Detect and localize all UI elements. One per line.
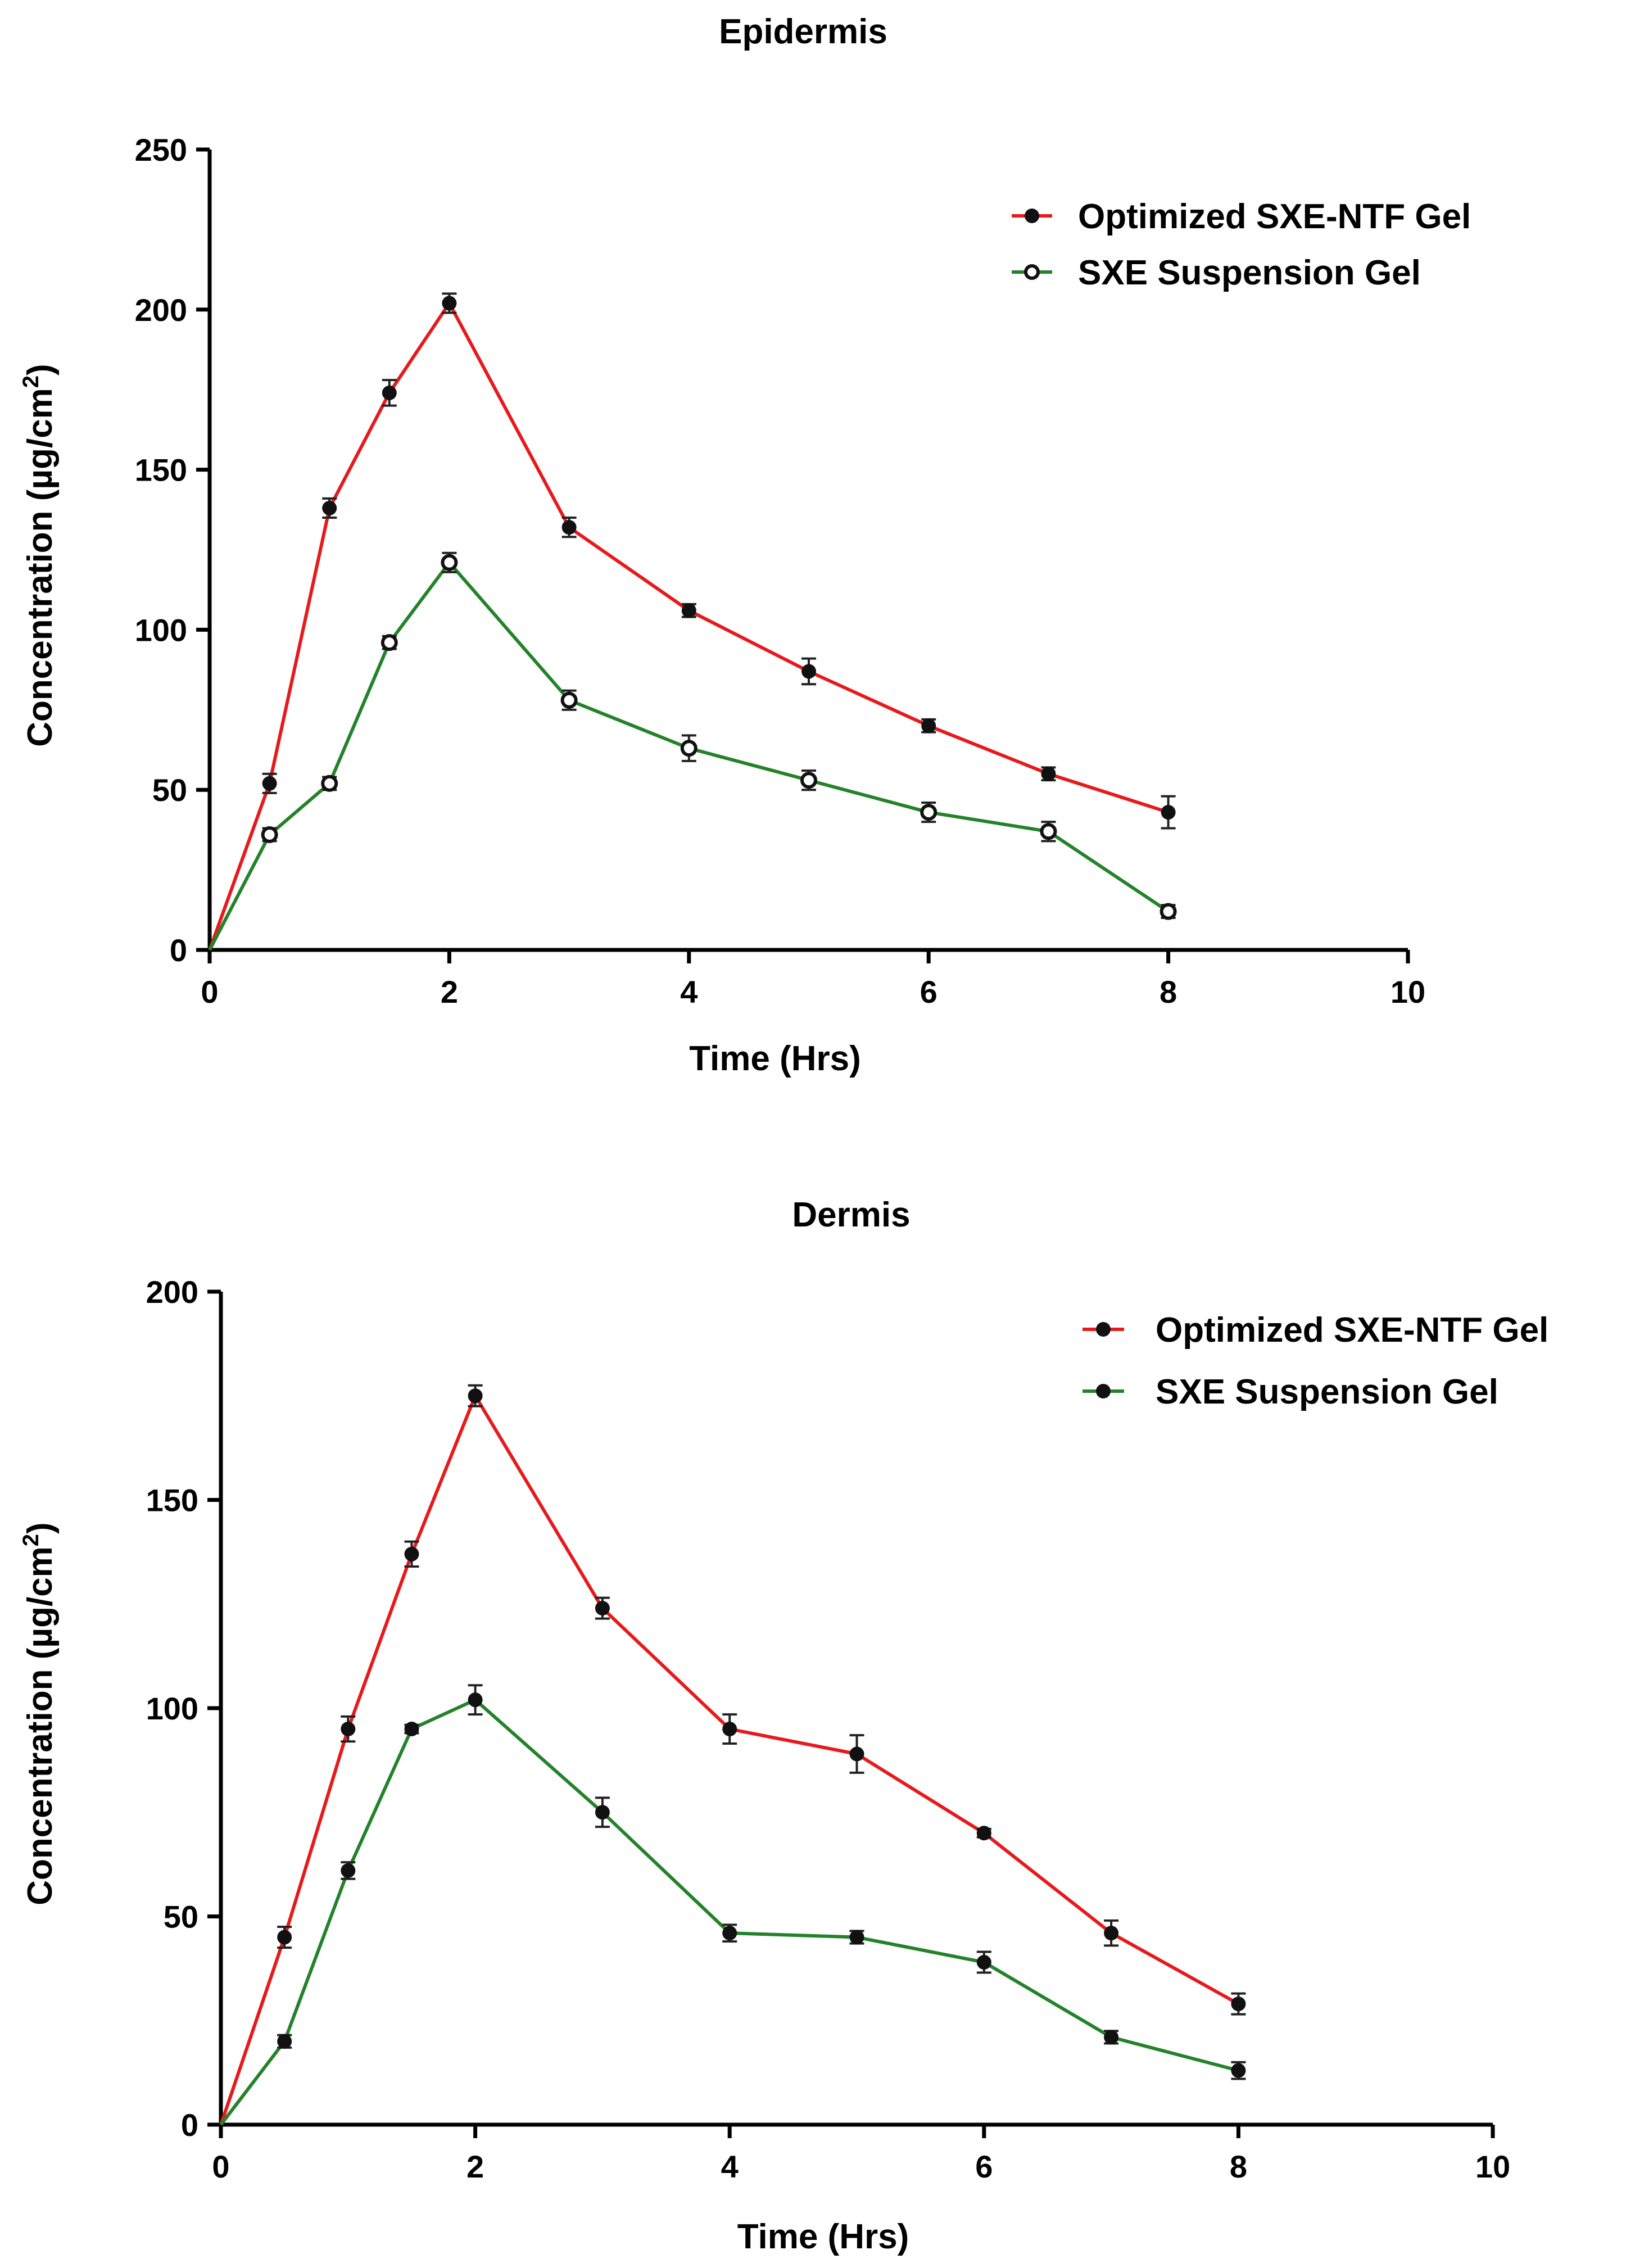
- y-tick-label: 250: [135, 132, 187, 168]
- legend-entry: SXE Suspension Gel: [1012, 253, 1421, 292]
- legend-label: Optimized SXE-NTF Gel: [1078, 197, 1471, 236]
- y-axis-label: Concentration (µg/cm2): [19, 364, 60, 746]
- data-point: [1041, 766, 1056, 781]
- data-point: [382, 385, 397, 400]
- y-axis-label-superscript: 2: [19, 375, 43, 388]
- x-tick-label: 8: [1230, 2149, 1247, 2184]
- y-axis-label-main: Concentration (µg/cm: [21, 1546, 60, 1905]
- x-tick-label: 6: [975, 2149, 993, 2184]
- data-point: [1161, 805, 1176, 820]
- data-point: [1231, 1997, 1246, 2012]
- legend-entry: Optimized SXE-NTF Gel: [1083, 1311, 1548, 1350]
- x-tick-label: 2: [467, 2149, 484, 2184]
- data-point: [849, 1746, 864, 1762]
- data-point: [341, 1722, 356, 1737]
- y-tick-label: 150: [135, 452, 187, 488]
- data-point: [722, 1722, 737, 1737]
- x-tick-label: 6: [920, 974, 937, 1009]
- series-line: [219, 1394, 1239, 2125]
- data-point: [441, 554, 458, 571]
- legend-label: Optimized SXE-NTF Gel: [1156, 1311, 1548, 1350]
- data-point: [1160, 903, 1177, 920]
- data-point: [800, 772, 817, 789]
- data-point: [921, 718, 936, 734]
- y-tick-label: 200: [135, 292, 187, 328]
- x-tick-label: 0: [212, 2149, 229, 2184]
- data-point: [404, 1546, 419, 1561]
- legend-entry: Optimized SXE-NTF Gel: [1012, 197, 1471, 236]
- data-point: [321, 775, 338, 792]
- y-axis-label-superscript: 2: [19, 1534, 43, 1546]
- series-1: [208, 551, 1177, 951]
- x-tick-label: 10: [1391, 974, 1425, 1009]
- data-point: [976, 1955, 991, 1970]
- legend-label: SXE Suspension Gel: [1156, 1373, 1498, 1411]
- data-point: [680, 740, 698, 757]
- data-point: [1231, 2063, 1246, 2078]
- data-point: [849, 1930, 864, 1945]
- data-point: [595, 1805, 610, 1820]
- y-tick-label: 100: [135, 612, 187, 648]
- chart-title: Dermis: [792, 1196, 910, 1234]
- data-point: [1104, 1926, 1119, 1941]
- data-point: [560, 691, 578, 709]
- chart-title: Epidermis: [719, 12, 887, 51]
- data-point: [277, 2034, 292, 2049]
- legend-marker: [1096, 1322, 1111, 1337]
- y-tick-label: 150: [146, 1483, 198, 1518]
- data-point: [801, 664, 816, 679]
- y-axis-label-close: ): [21, 364, 60, 375]
- legend-marker: [1024, 264, 1040, 280]
- data-point: [381, 634, 398, 651]
- y-tick-label: 50: [164, 1899, 198, 1935]
- x-tick-label: 4: [680, 974, 698, 1009]
- series-0: [208, 292, 1176, 951]
- y-axis-label-close: ): [21, 1522, 60, 1534]
- data-point: [681, 603, 696, 618]
- y-tick-label: 50: [152, 772, 187, 808]
- series-line: [208, 301, 1169, 951]
- data-point: [262, 776, 277, 791]
- legend-marker: [1096, 1384, 1111, 1398]
- y-axis-label-main: Concentration (µg/cm: [21, 388, 60, 747]
- data-point: [341, 1863, 356, 1878]
- data-point: [468, 1388, 483, 1404]
- x-tick-label: 0: [201, 974, 218, 1009]
- y-tick-label: 100: [146, 1691, 198, 1726]
- data-point: [1040, 823, 1057, 840]
- x-tick-label: 2: [441, 974, 458, 1009]
- data-point: [277, 1930, 292, 1945]
- data-point: [595, 1601, 610, 1616]
- legend-label: SXE Suspension Gel: [1078, 253, 1421, 292]
- y-tick-label: 0: [170, 932, 187, 968]
- data-point: [322, 500, 337, 515]
- data-point: [468, 1692, 483, 1708]
- series-1: [219, 1684, 1246, 2126]
- legend-entry: SXE Suspension Gel: [1083, 1373, 1498, 1411]
- legend-marker: [1025, 209, 1039, 223]
- data-point: [261, 826, 278, 843]
- x-tick-label: 10: [1475, 2149, 1510, 2184]
- y-tick-label: 0: [181, 2107, 198, 2143]
- data-point: [561, 520, 577, 535]
- x-axis-label: Time (Hrs): [737, 2217, 909, 2256]
- data-point: [1104, 2030, 1119, 2045]
- data-point: [920, 804, 937, 821]
- data-point: [404, 1722, 419, 1737]
- series-0: [219, 1384, 1246, 2125]
- x-tick-label: 8: [1160, 974, 1177, 1009]
- data-point: [722, 1926, 737, 1941]
- data-point: [442, 296, 457, 311]
- x-tick-label: 4: [721, 2149, 739, 2184]
- y-axis-label: Concentration (µg/cm2): [19, 1522, 60, 1905]
- x-axis-label: Time (Hrs): [689, 1039, 861, 1078]
- y-tick-label: 200: [146, 1274, 198, 1310]
- data-point: [976, 1826, 991, 1841]
